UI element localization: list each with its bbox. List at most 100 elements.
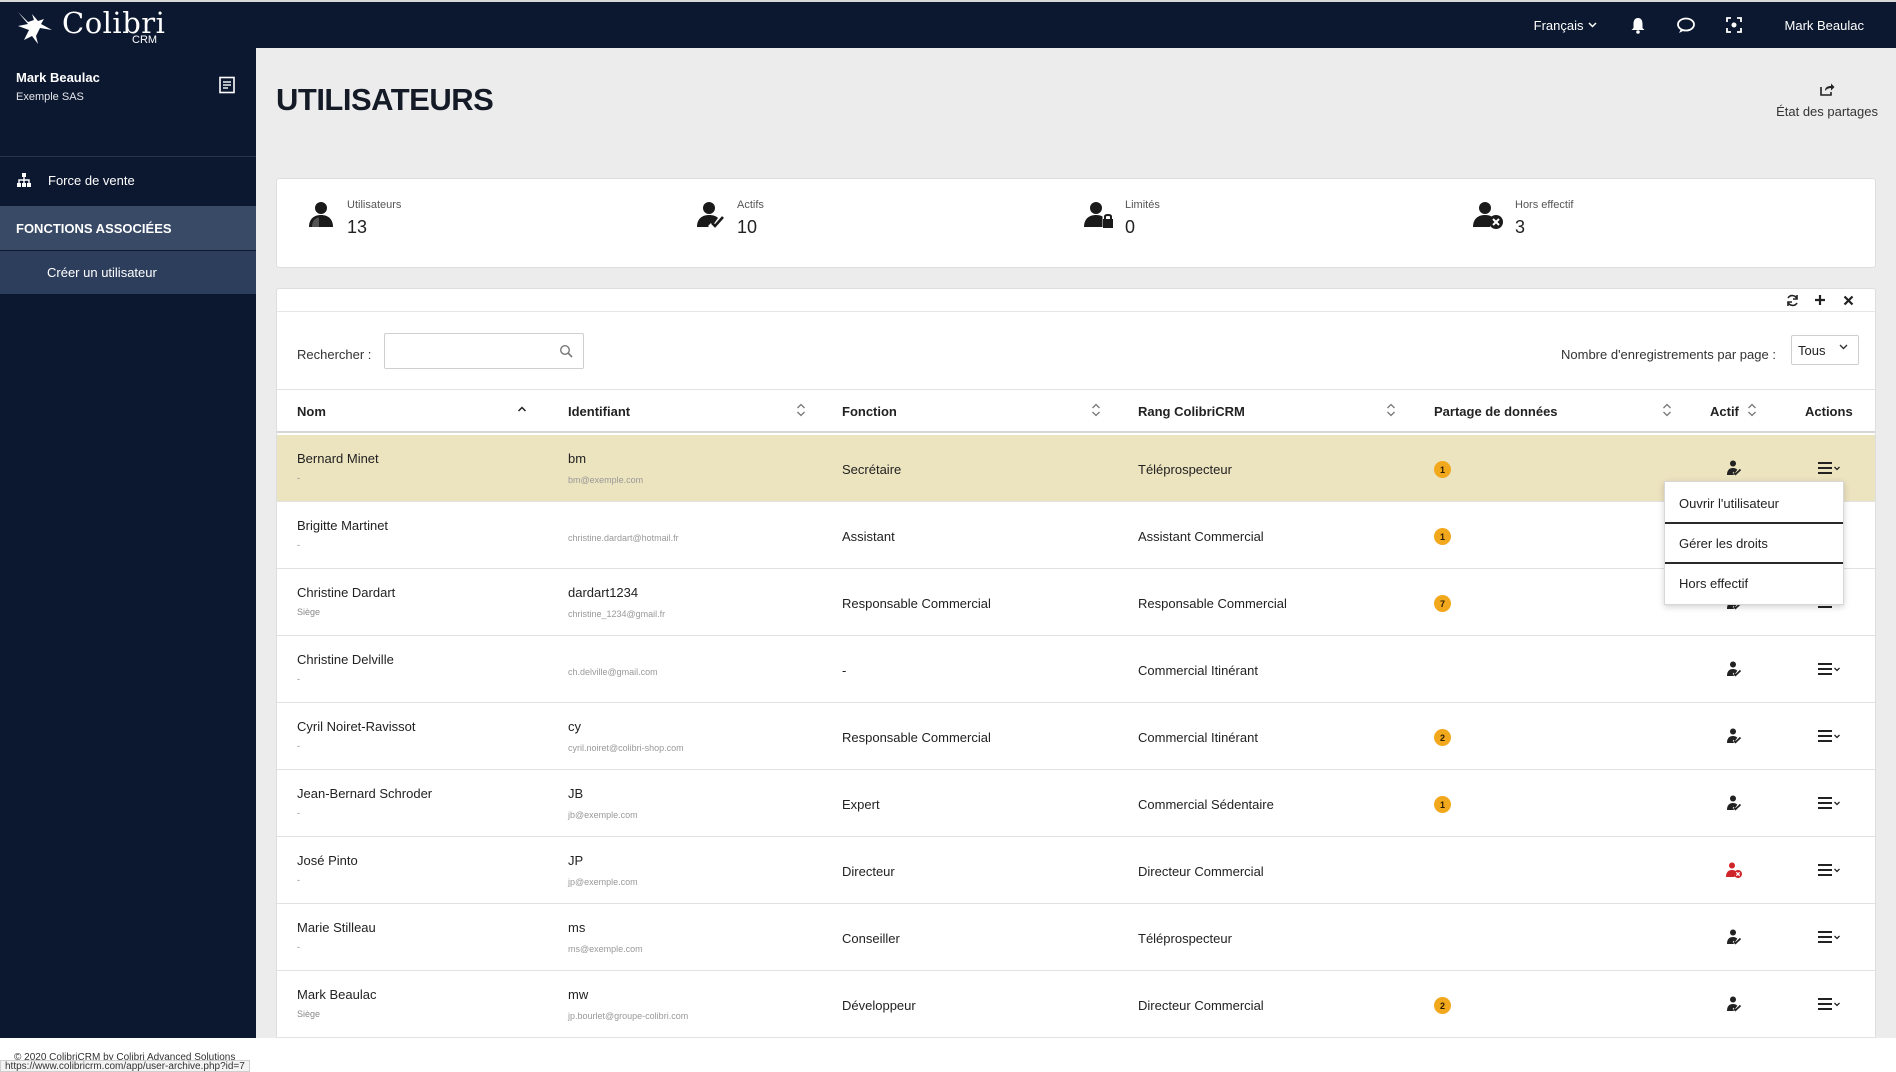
share-count-badge[interactable]: 1: [1434, 796, 1451, 813]
table-row[interactable]: Brigitte Martinet - christine.dardart@hotm…: [277, 502, 1875, 569]
user-active-icon[interactable]: [1725, 928, 1743, 946]
share-count-badge[interactable]: 2: [1434, 997, 1451, 1014]
table-row[interactable]: José Pinto - JP jp@exemple.com Directeur Dire…: [277, 837, 1875, 904]
user-active-icon[interactable]: [1725, 727, 1743, 745]
refresh-icon[interactable]: [1785, 293, 1799, 307]
stat-limited: Limités 0: [1083, 197, 1160, 238]
column-header-rang[interactable]: Rang ColibriCRM: [1138, 404, 1245, 419]
logo-subtext: CRM: [132, 34, 158, 46]
column-header-nom[interactable]: Nom: [297, 404, 326, 419]
search-label: Rechercher :: [297, 347, 372, 362]
column-header-identifiant[interactable]: Identifiant: [568, 404, 631, 419]
table-row[interactable]: Christine Delville - ch.delville@gmail.com…: [277, 636, 1875, 703]
row-menu-icon[interactable]: [1817, 929, 1841, 945]
user-name[interactable]: Jean-Bernard Schroder: [297, 786, 433, 801]
row-menu-icon[interactable]: [1817, 996, 1841, 1012]
user-email: bm@exemple.com: [568, 475, 644, 485]
user-rank: Commercial Itinérant: [1138, 663, 1258, 678]
user-active-icon[interactable]: [1725, 794, 1743, 812]
user-name[interactable]: Brigitte Martinet: [297, 518, 389, 533]
user-login: ms: [568, 920, 586, 935]
search-input[interactable]: [385, 334, 545, 368]
colibri-logo[interactable]: Colibri CRM: [14, 4, 172, 48]
user-name[interactable]: José Pinto: [297, 853, 358, 868]
user-active-icon[interactable]: [1725, 660, 1743, 678]
user-login: JB: [568, 786, 584, 801]
stat-value: 0: [1125, 217, 1136, 237]
user-name[interactable]: Cyril Noiret-Ravissot: [297, 719, 416, 734]
user-rank: Téléprospecteur: [1138, 931, 1232, 946]
table-row[interactable]: Cyril Noiret-Ravissot - cy cyril.noiret@col…: [277, 703, 1875, 770]
search-icon[interactable]: [559, 344, 573, 358]
table-row[interactable]: Marie Stilleau - ms ms@exemple.com Conseille…: [277, 904, 1875, 971]
chat-icon[interactable]: [1675, 14, 1697, 36]
user-location: -: [297, 875, 300, 885]
user-menu[interactable]: Mark Beaulac: [1784, 17, 1864, 33]
share-count-badge[interactable]: 1: [1434, 461, 1451, 478]
close-icon[interactable]: [1841, 293, 1855, 307]
user-email: jp@exemple.com: [568, 877, 638, 887]
column-header-fonction[interactable]: Fonction: [842, 404, 897, 419]
page-title: UTILISATEURS: [276, 82, 494, 117]
sort-icon[interactable]: [1747, 402, 1757, 418]
sort-icon[interactable]: [1662, 402, 1672, 418]
sort-icon[interactable]: [1386, 402, 1396, 418]
per-page-value: Tous: [1798, 342, 1826, 358]
user-active-icon[interactable]: [1725, 459, 1743, 477]
stat-value: 13: [347, 217, 368, 237]
column-header-actif[interactable]: Actif: [1710, 404, 1739, 419]
share-count-badge[interactable]: 7: [1434, 595, 1451, 612]
user-function: Développeur: [842, 998, 916, 1013]
table-row[interactable]: Mark Beaulac Siège mw jp.bourlet@groupe-col…: [277, 971, 1875, 1038]
row-menu-icon[interactable]: [1817, 862, 1841, 878]
share-count-badge[interactable]: 1: [1434, 528, 1451, 545]
user-rank: Directeur Commercial: [1138, 864, 1264, 879]
row-menu-icon[interactable]: [1817, 795, 1841, 811]
sidebar-item-force-de-vente[interactable]: Force de vente: [0, 158, 256, 202]
share-state-button[interactable]: État des partages: [1776, 82, 1878, 119]
sidebar-divider: [0, 156, 256, 157]
table-row[interactable]: Bernard Minet - bm bm@exemple.com Secrétaire…: [277, 435, 1875, 502]
sort-icon[interactable]: [1091, 402, 1101, 418]
table-row[interactable]: Christine Dardart Siège dardart1234 christi…: [277, 569, 1875, 636]
sort-asc-icon[interactable]: [517, 402, 527, 418]
user-function: Assistant: [842, 529, 895, 544]
focus-icon[interactable]: [1723, 14, 1745, 36]
user-function: Expert: [842, 797, 880, 812]
note-icon[interactable]: [218, 76, 236, 94]
hummingbird-icon: [18, 12, 52, 44]
share-count-badge[interactable]: 2: [1434, 729, 1451, 746]
user-location: Siège: [297, 1009, 321, 1019]
user-email: christine_1234@gmail.fr: [568, 609, 666, 619]
menu-item-open-user[interactable]: Ouvrir l'utilisateur: [1679, 495, 1780, 511]
row-menu-icon[interactable]: [1817, 460, 1841, 476]
user-rank: Responsable Commercial: [1138, 596, 1287, 611]
language-selector[interactable]: Français: [1534, 18, 1597, 33]
add-icon[interactable]: [1813, 293, 1827, 307]
bell-icon[interactable]: [1627, 14, 1649, 36]
user-name[interactable]: Marie Stilleau: [297, 920, 376, 935]
menu-divider: [1665, 522, 1843, 524]
user-name[interactable]: Christine Delville: [297, 652, 394, 667]
per-page-select[interactable]: Tous: [1791, 335, 1859, 365]
panel-toolbar: [1785, 293, 1855, 307]
table-row[interactable]: Jean-Bernard Schroder - JB jb@exemple.com Ex…: [277, 770, 1875, 837]
row-menu-icon[interactable]: [1817, 661, 1841, 677]
sort-icon[interactable]: [796, 402, 806, 418]
user-name[interactable]: Bernard Minet: [297, 451, 379, 466]
column-header-partage[interactable]: Partage de données: [1434, 404, 1558, 419]
user-name[interactable]: Mark Beaulac: [297, 987, 377, 1002]
row-actions-menu: Ouvrir l'utilisateur Gérer les droits Ho…: [1664, 481, 1844, 605]
stat-label: Actifs: [737, 199, 764, 211]
user-name[interactable]: Christine Dardart: [297, 585, 396, 600]
stat-active: Actifs 10: [695, 197, 764, 238]
user-email: cyril.noiret@colibri-shop.com: [568, 743, 684, 753]
menu-item-off-staff[interactable]: Hors effectif: [1679, 575, 1749, 591]
users-icon: [309, 202, 333, 227]
user-active-icon[interactable]: [1725, 995, 1743, 1013]
user-inactive-icon[interactable]: [1725, 861, 1743, 879]
sidebar-item-creer-utilisateur[interactable]: Créer un utilisateur: [0, 251, 256, 294]
user-email: ms@exemple.com: [568, 944, 643, 954]
menu-item-manage-rights[interactable]: Gérer les droits: [1679, 535, 1768, 551]
row-menu-icon[interactable]: [1817, 728, 1841, 744]
